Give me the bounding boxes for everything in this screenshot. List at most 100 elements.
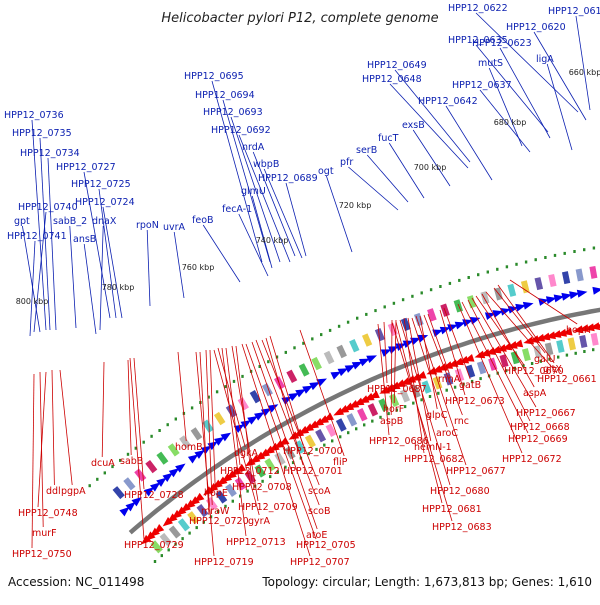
gc-tick [446,389,448,392]
gene-label-gpt: gpt [14,216,30,227]
gc-tick [154,560,156,563]
forward-gene-arrow [366,352,378,363]
gc-tick [339,435,341,438]
gc-tick [531,362,533,365]
reverse-gene-block [336,418,347,431]
gc-tick [161,554,163,557]
gene-label-hpp12-0682: HPP12_0682 [404,454,464,465]
leader-line [130,358,144,539]
forward-gene-block [113,486,125,499]
tick-label-720-kbp: 720 kbp [339,201,372,210]
gc-tick [371,420,373,423]
leader-line [128,360,131,455]
gene-label-hpp12-0687: HPP12_0687 [367,384,427,395]
gc-tick [437,392,439,395]
leader-line [84,244,96,334]
forward-gene-block [349,339,359,352]
gene-label-dcua: dcuA [91,458,115,469]
gene-label-hpp12-0725: HPP12_0725 [71,179,131,190]
leader-line [576,16,590,110]
forward-gene-arrow [523,299,535,309]
tick-label-700-kbp: 700 kbp [414,163,447,172]
gene-label-uvra: uvrA [163,222,186,233]
leader-line [286,183,306,256]
gc-tick [267,360,269,363]
gene-label-hope: hopE [204,488,228,499]
gc-tick [468,276,470,279]
gene-label-hpp12-0619: HPP12_0619 [548,6,600,17]
gc-tick [496,268,498,271]
leader-line [446,106,492,180]
gene-label-aroc: aroC [436,428,458,439]
leader-line [48,158,56,330]
forward-gene-block [123,477,135,490]
gene-label-sabb: sabB [120,456,143,467]
gc-tick [384,305,386,308]
gc-tick [311,337,313,340]
gc-tick [557,356,559,359]
gene-label-dgka: dgkA [234,448,259,459]
gene-label-hpp12-0637: HPP12_0637 [452,80,512,91]
accession-text: Accession: NC_011498 [8,575,144,589]
gene-label-horf: horF [383,404,404,415]
gene-label-hoph: hopH [566,325,591,336]
gc-tick [188,532,190,535]
reverse-gene-block [522,348,531,361]
gc-tick [293,346,295,349]
gc-tick [554,254,556,257]
forward-gene-block [324,351,335,364]
gc-tick [535,258,537,261]
leader-line [32,374,34,548]
gene-label-hpp12-0736: HPP12_0736 [4,110,64,121]
tick-label-680-kbp: 680 kbp [494,118,527,127]
gene-label-hpp12-0712: HPP12_0712 [220,466,280,477]
forward-gene-block [191,427,203,440]
gc-tick [454,386,456,389]
leader-line [326,176,352,252]
gc-tick [329,329,331,332]
leader-line [367,155,408,202]
leader-line [203,225,240,282]
gene-label-aspb: aspB [380,416,403,427]
gene-label-hpp12-0668: HPP12_0668 [510,422,570,433]
gene-label-hpp12-0740: HPP12_0740 [18,202,78,213]
reverse-gene-block [368,403,378,416]
gc-tick [233,380,235,383]
gene-label-serb: serB [356,145,377,156]
gc-tick [593,247,595,250]
forward-gene-block [286,370,297,383]
gc-tick [241,375,243,378]
forward-gene-block [535,277,544,290]
leader-line [510,280,577,324]
gene-label-hpp12-0669: HPP12_0669 [508,434,568,445]
reverse-gene-block [568,337,576,350]
reverse-gene-block [357,408,368,421]
gc-tick [143,441,145,444]
gene-label-homb: homB [175,442,203,453]
forward-gene-block [454,299,463,312]
gene-label-hpp12-0724: HPP12_0724 [75,197,135,208]
gene-label-liga: ligA [536,54,554,65]
forward-gene-block [562,271,570,284]
gene-label-hpp12-0622: HPP12_0622 [448,3,508,14]
gc-tick [150,435,152,438]
gc-tick [347,431,349,434]
gc-tick [355,427,357,430]
gc-tick [458,279,460,282]
gene-label-exsb: exsB [402,120,425,131]
gc-tick [573,250,575,253]
gc-tick [412,402,414,405]
gene-label-gatb: gatB [459,380,481,391]
gene-label-hpp12-0670: HPP12_0670 [504,366,564,377]
gc-tick [420,398,422,401]
gene-label-hpp12-0681: HPP12_0681 [422,504,482,515]
forward-gene-block [145,460,157,473]
gc-tick [158,429,160,432]
forward-gene-block [362,333,372,346]
gene-label-hpp12-0686: HPP12_0686 [369,436,429,447]
leader-line [147,230,150,306]
gene-label-fuct: fucT [378,133,399,144]
forward-gene-block [134,469,146,482]
gc-tick [191,406,193,409]
